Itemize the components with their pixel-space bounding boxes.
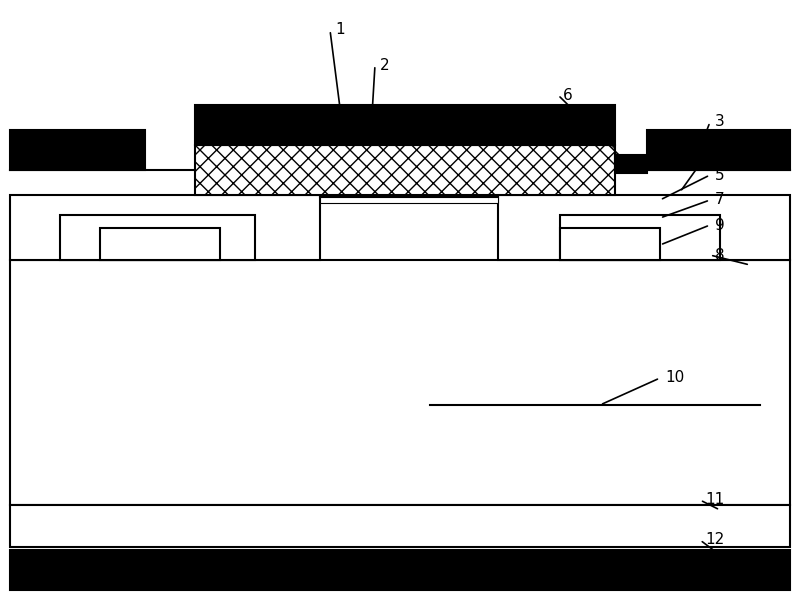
Text: 4: 4 — [715, 142, 725, 157]
Bar — [60, 215, 255, 260]
Bar — [615, 155, 647, 173]
Text: 3: 3 — [715, 114, 725, 130]
Bar — [10, 130, 145, 170]
Text: 2: 2 — [380, 57, 390, 72]
Bar — [320, 190, 498, 197]
Bar — [647, 130, 790, 170]
Text: 12: 12 — [705, 532, 724, 548]
Text: 11: 11 — [705, 493, 724, 508]
Text: 7: 7 — [715, 193, 725, 208]
Text: 1: 1 — [335, 23, 345, 38]
Text: 9: 9 — [715, 218, 725, 233]
Bar — [498, 195, 790, 260]
Bar — [560, 215, 720, 260]
Bar — [10, 505, 790, 547]
Text: 10: 10 — [665, 371, 684, 386]
Bar — [10, 195, 320, 260]
Bar — [100, 228, 220, 260]
Bar — [320, 197, 498, 203]
Bar — [10, 550, 790, 590]
Bar — [195, 105, 615, 145]
Text: 8: 8 — [715, 248, 725, 263]
Bar — [10, 260, 790, 505]
Text: 6: 6 — [563, 87, 573, 102]
Text: 5: 5 — [715, 167, 725, 182]
Bar — [560, 228, 660, 260]
Bar — [195, 145, 615, 195]
